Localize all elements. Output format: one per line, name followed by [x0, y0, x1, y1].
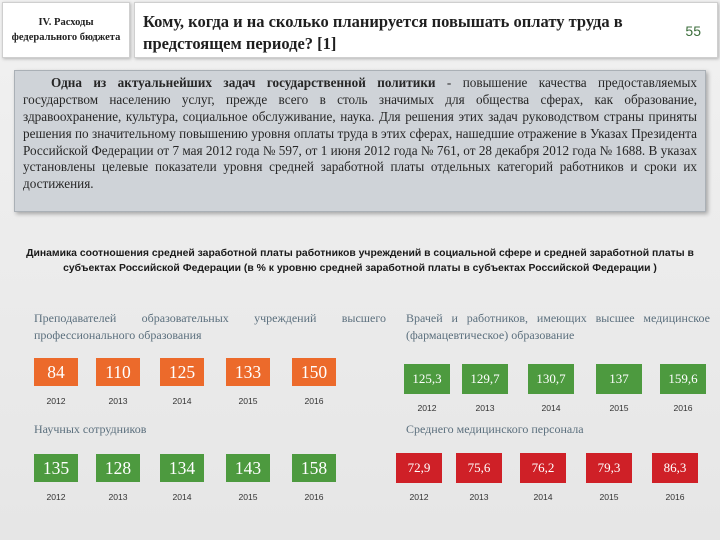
value-box: 75,6	[456, 453, 502, 483]
value-box: 72,9	[396, 453, 442, 483]
value-box: 159,6	[660, 364, 706, 394]
intro-paragraph: Одна из актуальнейших задач государствен…	[14, 70, 706, 212]
value-box: 133	[226, 358, 270, 386]
value-box: 125	[160, 358, 204, 386]
year-label: 2015	[599, 492, 619, 502]
year-label: 2012	[46, 492, 66, 502]
year-label: 2012	[417, 403, 437, 413]
intro-body: - повышение качества предоставляемых гос…	[23, 75, 697, 192]
value-box: 76,2	[520, 453, 566, 483]
value-box: 128	[96, 454, 140, 482]
group-label-nurses: Среднего медицинского персонала	[406, 422, 584, 436]
year-label: 2014	[541, 403, 561, 413]
year-label: 2016	[304, 396, 324, 406]
year-label: 2014	[533, 492, 553, 502]
title-box: Кому, когда и на сколько планируется пов…	[134, 2, 718, 58]
year-label: 2013	[469, 492, 489, 502]
value-box: 135	[34, 454, 78, 482]
page-title: Кому, когда и на сколько планируется пов…	[143, 12, 623, 54]
year-label: 2016	[665, 492, 685, 502]
value-box: 79,3	[586, 453, 632, 483]
value-box: 150	[292, 358, 336, 386]
year-label: 2012	[409, 492, 429, 502]
group-label-doctors: Врачей и работников, имеющих высшее меди…	[406, 311, 710, 342]
page-number: 55	[685, 23, 701, 39]
year-label: 2013	[108, 396, 128, 406]
year-label: 2012	[46, 396, 66, 406]
value-box: 143	[226, 454, 270, 482]
value-box: 134	[160, 454, 204, 482]
year-label: 2013	[475, 403, 495, 413]
value-box: 130,7	[528, 364, 574, 394]
value-box: 86,3	[652, 453, 698, 483]
year-label: 2016	[673, 403, 693, 413]
chart-title: Динамика соотношения средней заработной …	[26, 248, 694, 275]
section-tag: IV. Расходы федерального бюджета	[2, 2, 130, 58]
year-label: 2013	[108, 492, 128, 502]
year-label: 2015	[609, 403, 629, 413]
value-box: 137	[596, 364, 642, 394]
year-label: 2015	[238, 492, 258, 502]
value-box: 110	[96, 358, 140, 386]
value-box: 125,3	[404, 364, 450, 394]
value-box: 158	[292, 454, 336, 482]
year-label: 2015	[238, 396, 258, 406]
section-label: IV. Расходы федерального бюджета	[11, 16, 121, 43]
year-label: 2014	[172, 492, 192, 502]
group-label-teachers: Преподавателей образовательных учреждени…	[34, 311, 386, 342]
intro-lead: Одна из актуальнейших задач государствен…	[51, 75, 436, 90]
value-box: 84	[34, 358, 78, 386]
year-label: 2016	[304, 492, 324, 502]
group-label-scientists: Научных сотрудников	[34, 422, 147, 436]
value-box: 129,7	[462, 364, 508, 394]
year-label: 2014	[172, 396, 192, 406]
